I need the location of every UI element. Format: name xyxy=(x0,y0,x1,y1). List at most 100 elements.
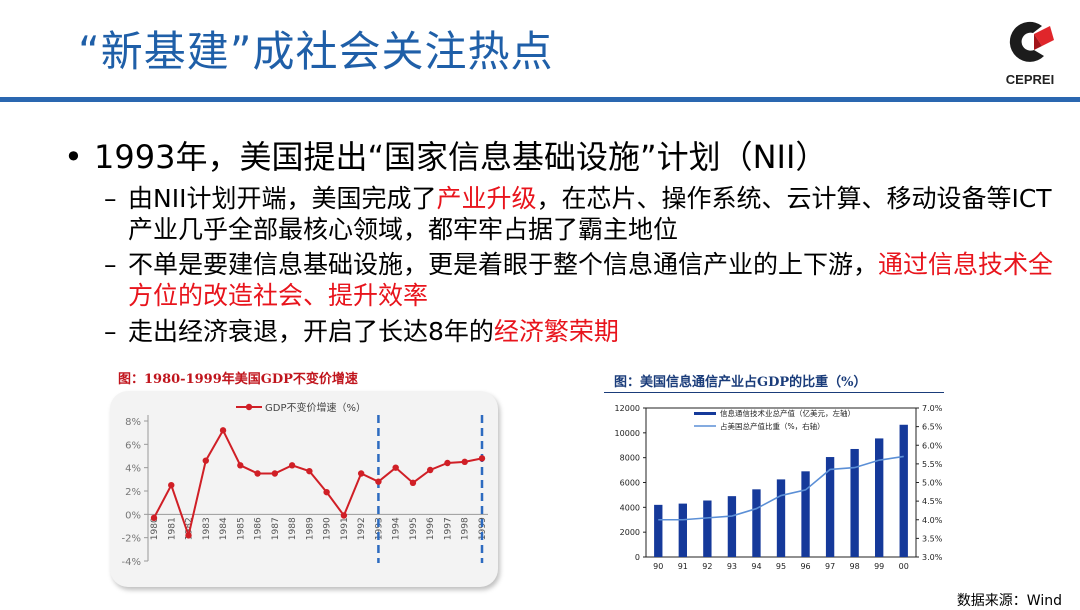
y-tick-label: 6% xyxy=(125,440,141,451)
sub-1-part-1: 由NII计划开端，美国完成了 xyxy=(128,184,437,213)
data-point xyxy=(444,459,451,467)
left-tick-label: 0 xyxy=(635,553,640,562)
x-tick-label: 1983 xyxy=(202,517,212,540)
right-tick-label: 6.5% xyxy=(922,423,943,432)
sub-2-highlight: 通过信息技术全方位的改造社会、提升效率 xyxy=(128,250,1054,310)
y-tick-label: -4% xyxy=(122,557,141,568)
bar xyxy=(678,503,687,557)
dash-icon: – xyxy=(104,250,117,279)
x-tick-label: 98 xyxy=(850,562,860,571)
legend-marker xyxy=(245,403,253,411)
data-point xyxy=(254,470,261,477)
gdp-growth-line xyxy=(153,428,483,539)
data-point xyxy=(392,464,399,471)
x-tick-label: 92 xyxy=(702,562,712,571)
data-point xyxy=(427,466,434,474)
data-point xyxy=(150,514,158,522)
x-tick-label: 91 xyxy=(678,562,688,571)
x-tick-label: 90 xyxy=(653,562,663,571)
y-tick-label: 8% xyxy=(125,417,141,428)
right-tick-label: 5.5% xyxy=(922,460,943,469)
x-tick-label: 1987 xyxy=(271,517,281,540)
bar xyxy=(801,471,810,557)
dash-icon: – xyxy=(104,184,117,213)
x-tick-label: 97 xyxy=(825,562,835,571)
x-tick-label: 1997 xyxy=(443,517,453,540)
y-tick-label: 0% xyxy=(125,510,141,521)
left-tick-label: 8000 xyxy=(620,454,640,463)
page-title: “新基建”成社会关注热点 xyxy=(78,27,554,76)
logo-text: CEPREI xyxy=(1005,72,1055,87)
dash-icon: – xyxy=(104,317,117,346)
x-tick-label: 1999 xyxy=(478,517,488,540)
x-tick-label: 1995 xyxy=(409,517,419,540)
legend-label: GDP不变价增速（%） xyxy=(265,401,366,414)
legend-bar-label: 信息通信技术业总产值（亿美元，左轴） xyxy=(720,408,855,418)
data-point xyxy=(288,462,296,469)
main-bullet: • 1993年，美国提出“国家信息基础设施”计划（NII） xyxy=(64,132,827,178)
bar xyxy=(899,424,908,557)
chart-1-panel xyxy=(110,391,498,587)
right-tick-label: 7.0% xyxy=(922,404,943,413)
share-line xyxy=(658,455,904,521)
main-bullet-text: 1993年，美国提出“国家信息基础设施”计划（NII） xyxy=(94,138,828,176)
bar xyxy=(752,489,761,557)
x-tick-label: 1980 xyxy=(150,517,160,540)
bar xyxy=(703,500,712,557)
data-point xyxy=(461,458,468,466)
x-tick-label: 1988 xyxy=(288,517,298,540)
y-tick-label: -2% xyxy=(122,534,141,545)
bar xyxy=(776,479,786,557)
right-tick-label: 3.0% xyxy=(922,553,943,562)
right-tick-label: 6.0% xyxy=(922,441,943,450)
left-tick-label: 2000 xyxy=(620,528,640,537)
bar xyxy=(850,448,859,557)
x-tick-label: 96 xyxy=(800,562,810,571)
x-tick-label: 95 xyxy=(776,562,786,571)
data-point xyxy=(237,462,244,469)
data-point xyxy=(271,470,279,477)
x-tick-label: 1989 xyxy=(305,517,315,540)
x-tick-label: 1986 xyxy=(254,517,264,540)
data-point xyxy=(409,479,417,487)
right-tick-label: 4.0% xyxy=(922,516,943,525)
chart-1-title: 图：1980-1999年美国GDP不变价增速 xyxy=(118,372,358,387)
sub-bullet-2: – 不单是要建信息基础设施，更是着眼于整个信息通信产业的上下游，通过信息技术全方… xyxy=(104,249,1054,311)
x-tick-label: 1981 xyxy=(167,517,177,540)
x-tick-label: 93 xyxy=(727,562,737,571)
data-point xyxy=(168,481,175,489)
logo-mark-icon xyxy=(1009,21,1054,62)
data-point xyxy=(340,512,348,519)
y-tick-label: 4% xyxy=(125,464,141,475)
x-tick-label: 1984 xyxy=(219,517,229,540)
x-tick-label: 1994 xyxy=(392,517,402,540)
sub-1-part-3: ，在芯片、操作系统、云计算、移动设备等ICT产业几乎全部最核心领域，都牢牢占据了… xyxy=(128,184,1052,244)
x-tick-label: 99 xyxy=(874,562,884,571)
right-tick-label: 3.5% xyxy=(922,534,943,543)
x-tick-label: 1991 xyxy=(340,517,350,540)
right-tick-label: 4.5% xyxy=(922,497,943,506)
data-source: 数据来源：Wind xyxy=(956,593,1062,609)
gdp-growth-chart: -4%-2%0%2%4%6%8%1980 1981 1982 1983 1984 1985… xyxy=(122,401,488,568)
sub-2-part-1: 不单是要建信息基础设施，更是着眼于整个信息通信产业的上下游， xyxy=(128,250,879,279)
chart-2-title: 图：美国信息通信产业占GDP的比重（%） xyxy=(614,375,867,390)
ict-share-chart: 0 2000 4000 6000 8000 10000 12000 3.0% 3.5% 4.0% 4… xyxy=(615,404,943,571)
bar xyxy=(727,496,737,557)
data-point xyxy=(202,457,209,464)
sub-bullet-3: – 走出经济衰退，开启了长达8年的经济繁荣期 xyxy=(104,316,1054,347)
legend-line-label: 占美国总产值比重（%，右轴） xyxy=(720,421,825,431)
ceprei-logo: CEPREI xyxy=(998,12,1062,92)
sub-1-highlight: 产业升级 xyxy=(436,184,537,213)
x-tick-label: 1996 xyxy=(426,517,436,540)
data-point xyxy=(219,427,227,434)
data-point xyxy=(357,470,365,477)
x-tick-label: 1985 xyxy=(236,517,246,540)
y-tick-label: 2% xyxy=(125,487,141,498)
x-tick-label: 1992 xyxy=(357,517,367,540)
sub-3-part-1: 走出经济衰退，开启了长达8年的 xyxy=(128,317,494,346)
left-tick-label: 12000 xyxy=(615,404,640,413)
sub-bullet-1: – 由NII计划开端，美国完成了产业升级，在芯片、操作系统、云计算、移动设备等I… xyxy=(104,183,1054,245)
bullet-dot-icon: • xyxy=(64,138,83,176)
right-tick-label: 5.0% xyxy=(922,479,943,488)
data-point xyxy=(478,455,486,462)
